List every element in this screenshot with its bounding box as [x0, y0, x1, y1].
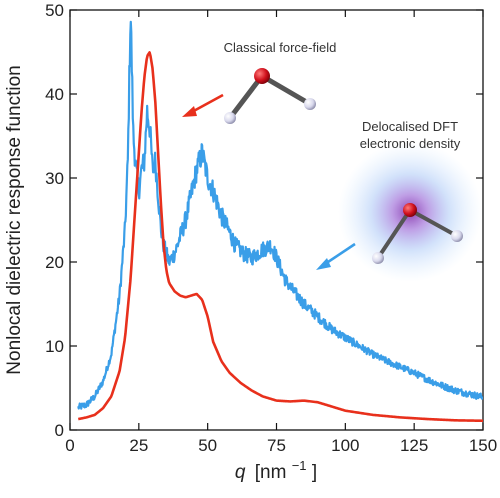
annotation-classical: Classical force-field	[224, 40, 337, 55]
series-line-1	[77, 20, 483, 410]
y-tick-label-4: 40	[45, 85, 64, 104]
series-line-2	[77, 51, 483, 423]
y-tick-label-1: 10	[45, 337, 64, 356]
annotation-dft-line1: Delocalised DFT	[362, 119, 458, 134]
y-tick-label-3: 30	[45, 169, 64, 188]
arrow-classical-head	[182, 106, 197, 117]
x-tick-label-3: 75	[267, 436, 286, 455]
x-axis-symbol: q	[235, 462, 246, 483]
y-tick-label-0: 0	[55, 421, 64, 440]
arrow-dft-line	[324, 242, 356, 266]
x-tick-label-5: 125	[400, 436, 428, 455]
arrow-classical-line	[189, 93, 224, 115]
x-axis-unit: [nm	[255, 462, 287, 483]
x-tick-label-1: 25	[129, 436, 148, 455]
x-tick-label-0: 0	[65, 436, 74, 455]
arrow-dft-head	[316, 258, 331, 270]
x-tick-label-2: 50	[198, 436, 217, 455]
x-axis-title: q [nm −1 ]	[235, 454, 317, 483]
x-tick-label-4: 100	[331, 436, 359, 455]
annotation-dft-line2: electronic density	[360, 136, 461, 151]
water-molecule-classical	[224, 68, 316, 124]
water-molecule-dft	[372, 203, 463, 264]
x-axis-unit-sup: −1	[292, 458, 307, 473]
y-tick-label-5: 50	[45, 1, 64, 20]
y-axis-title: Nonlocal dielectric response function	[4, 65, 25, 374]
ticks-layer: 0 25 50 75 100 125 150 0 10 20 30 40 50	[45, 1, 497, 455]
x-axis-unit-close: ]	[312, 462, 317, 483]
x-tick-label-6: 150	[469, 436, 497, 455]
series-layer	[77, 20, 483, 423]
y-tick-label-2: 20	[45, 253, 64, 272]
